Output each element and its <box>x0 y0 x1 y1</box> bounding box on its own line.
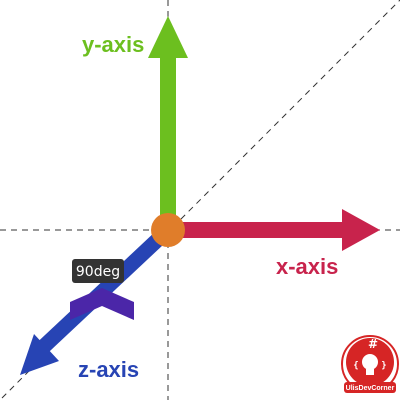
origin-point <box>151 213 185 247</box>
rotation-label: 90deg <box>76 264 120 280</box>
rotation-chevron-icon <box>70 288 134 320</box>
logo-text: UlisDevCorner <box>346 385 395 392</box>
y-axis-arrow <box>148 16 188 230</box>
x-axis-label: x-axis <box>276 254 338 279</box>
ulisdevcorner-logo: # { } UlisDevCorner <box>341 335 399 393</box>
x-axis-arrow <box>170 209 380 251</box>
svg-text:}: } <box>381 361 386 371</box>
lightbulb-icon <box>362 354 378 370</box>
rotation-tooltip: 90deg <box>72 259 124 283</box>
svg-text:{: { <box>353 361 358 371</box>
hash-icon: # <box>368 337 378 351</box>
z-axis-label: z-axis <box>78 357 139 382</box>
y-axis-label: y-axis <box>82 32 144 57</box>
